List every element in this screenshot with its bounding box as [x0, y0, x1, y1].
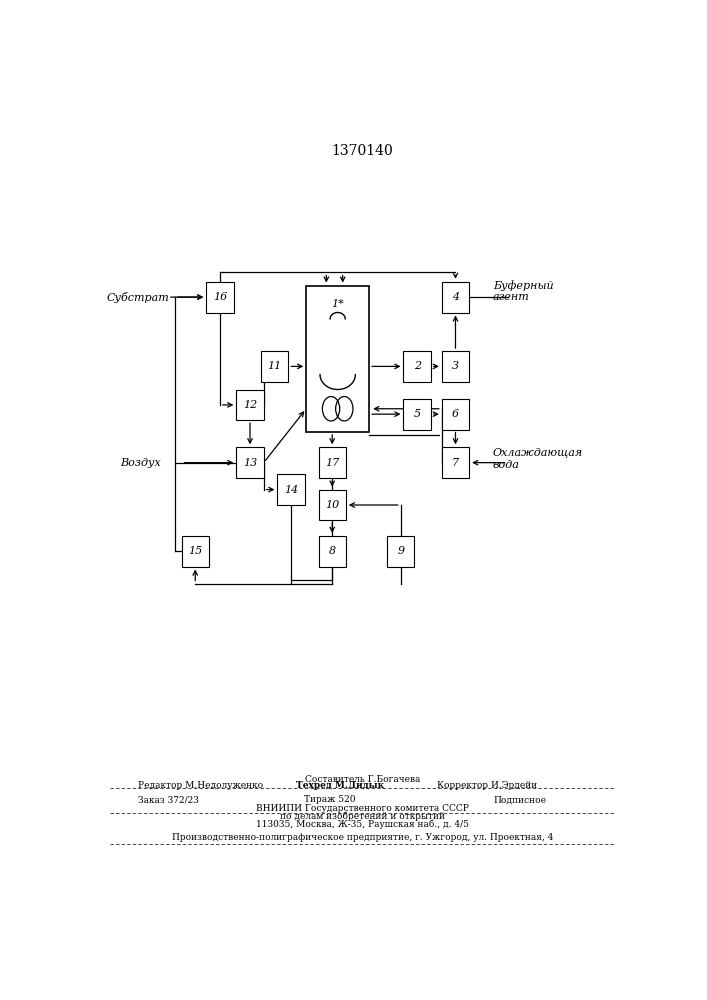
- Text: ВНИИПИ Государственного комитета СССР: ВНИИПИ Государственного комитета СССР: [256, 804, 469, 813]
- Bar: [236, 389, 264, 420]
- Text: 7: 7: [452, 458, 459, 468]
- Bar: [442, 399, 469, 430]
- Bar: [261, 351, 288, 382]
- Text: 1*: 1*: [332, 299, 344, 309]
- Bar: [277, 474, 305, 505]
- Text: 9: 9: [397, 546, 404, 556]
- Text: 2: 2: [414, 361, 421, 371]
- Text: Подписное: Подписное: [494, 795, 547, 804]
- Text: Корректор И.Эрдейи: Корректор И.Эрдейи: [438, 781, 538, 790]
- Bar: [182, 536, 209, 567]
- Bar: [236, 447, 264, 478]
- Text: 3: 3: [452, 361, 459, 371]
- Text: Составитель Г.Богачева: Составитель Г.Богачева: [305, 775, 420, 784]
- Text: 15: 15: [188, 546, 202, 556]
- Text: 17: 17: [325, 458, 339, 468]
- Bar: [442, 447, 469, 478]
- Bar: [442, 351, 469, 382]
- Bar: [306, 286, 369, 432]
- Text: Тираж 520: Тираж 520: [304, 795, 355, 804]
- Bar: [404, 399, 431, 430]
- Bar: [319, 536, 346, 567]
- Text: Производственно-полиграфическое предприятие, г. Ужгород, ул. Проектная, 4: Производственно-полиграфическое предприя…: [172, 833, 553, 842]
- Text: Субстрат: Субстрат: [107, 292, 170, 303]
- Text: 5: 5: [414, 409, 421, 419]
- Text: 12: 12: [243, 400, 257, 410]
- Text: 6: 6: [452, 409, 459, 419]
- Text: Заказ 372/23: Заказ 372/23: [138, 795, 199, 804]
- Bar: [206, 282, 233, 312]
- Text: Воздух: Воздух: [120, 458, 161, 468]
- Text: 16: 16: [213, 292, 227, 302]
- Text: Техред М.Дидык: Техред М.Дидык: [296, 781, 385, 790]
- Text: по делам изобретений и открытий: по делам изобретений и открытий: [280, 811, 445, 821]
- Text: Буферный
агент: Буферный агент: [493, 280, 554, 302]
- Text: 4: 4: [452, 292, 459, 302]
- Bar: [442, 282, 469, 312]
- Text: Редактор М.Недолуженко: Редактор М.Недолуженко: [138, 781, 263, 790]
- Text: 10: 10: [325, 500, 339, 510]
- Text: 11: 11: [267, 361, 282, 371]
- Text: Охлаждающая
вода: Охлаждающая вода: [493, 448, 583, 470]
- Bar: [404, 351, 431, 382]
- Text: 8: 8: [329, 546, 336, 556]
- Text: 14: 14: [284, 485, 298, 495]
- Text: 1370140: 1370140: [332, 144, 393, 158]
- Text: 113035, Москва, Ж-35, Раушская наб., д. 4/5: 113035, Москва, Ж-35, Раушская наб., д. …: [256, 820, 469, 829]
- Bar: [319, 490, 346, 520]
- Bar: [387, 536, 414, 567]
- Bar: [319, 447, 346, 478]
- Text: 13: 13: [243, 458, 257, 468]
